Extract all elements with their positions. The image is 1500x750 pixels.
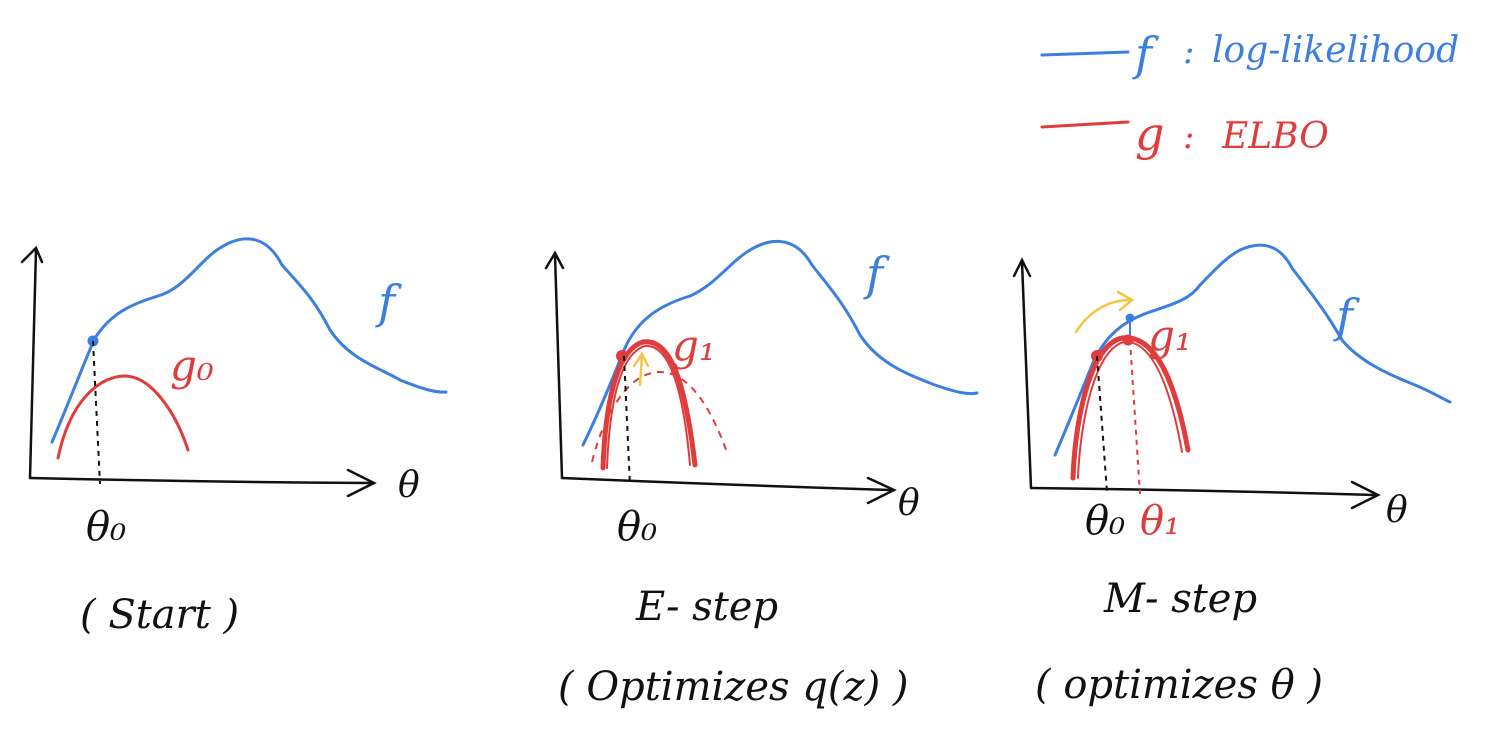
m-step-arrow	[1074, 290, 1135, 334]
g1-curve	[600, 339, 698, 471]
x-axis-arrowhead	[1350, 480, 1381, 510]
f-label: f	[375, 275, 402, 329]
theta1-dashed-line	[1129, 339, 1141, 495]
e-step-arrow	[632, 351, 650, 387]
f-label: f	[1333, 289, 1360, 343]
theta0-dashed-line	[1096, 355, 1108, 493]
f-curve	[1053, 243, 1452, 457]
y-axis	[544, 250, 565, 480]
theta0-point	[616, 350, 628, 362]
x-axis-arrowhead	[866, 476, 897, 505]
legend-f-line	[1040, 50, 1130, 57]
g-label: g₀	[170, 341, 214, 390]
legend-g-line	[1040, 120, 1130, 129]
g-label: g₁	[672, 321, 716, 370]
tick-theta0: θ₀	[1085, 498, 1125, 544]
x-axis-label: θ	[898, 483, 920, 524]
tick-theta1: θ₁	[1140, 498, 1180, 544]
f-label: f	[863, 247, 890, 301]
legend-f-separator: :	[1183, 32, 1194, 72]
subcaption-m-step: ( optimizes θ )	[1035, 662, 1323, 708]
x-axis	[560, 476, 892, 492]
g-label: g₁	[1148, 311, 1192, 360]
x-axis	[28, 476, 372, 485]
legend-f-text: log-likelihood	[1212, 30, 1459, 71]
legend: f : log-likelihood g : ELBO	[1040, 27, 1459, 161]
caption-start: ( Start )	[80, 592, 239, 638]
legend-g-symbol: g	[1135, 107, 1164, 161]
g1-curve-stroke	[606, 344, 691, 469]
y-axis	[20, 245, 44, 480]
panel-e-step: θ f g₁ θ₀ E- step ( Optimizes q(z) )	[544, 239, 979, 710]
g0-curve	[56, 374, 190, 460]
x-axis	[1029, 486, 1377, 497]
y-axis	[1012, 257, 1033, 490]
panel-m-step: θ f g₁ θ₀ θ₁ M- step ( optimizes θ )	[1012, 243, 1452, 708]
legend-f-symbol: f	[1132, 27, 1159, 81]
legend-g-separator: :	[1183, 117, 1194, 157]
legend-g-text: ELBO	[1221, 116, 1329, 157]
theta0-dashed-line	[92, 340, 101, 485]
f-curve	[50, 237, 448, 444]
tick-theta0: θ₀	[617, 504, 657, 550]
g1-curve	[1070, 335, 1191, 481]
x-axis-label: θ	[1386, 490, 1408, 531]
subcaption-e-step: ( Optimizes q(z) )	[558, 664, 909, 710]
f-curve	[581, 239, 979, 447]
panel-start: θ f g₀ θ₀ ( Start )	[20, 237, 448, 638]
x-axis-label: θ	[398, 465, 420, 506]
caption-e-step: E- step	[635, 584, 778, 630]
x-axis-arrowhead	[346, 468, 377, 498]
caption-m-step: M- step	[1103, 576, 1257, 622]
theta1-g-point	[1122, 334, 1134, 346]
theta0-dashed-line	[623, 355, 631, 487]
tick-theta0: θ₀	[86, 504, 126, 550]
